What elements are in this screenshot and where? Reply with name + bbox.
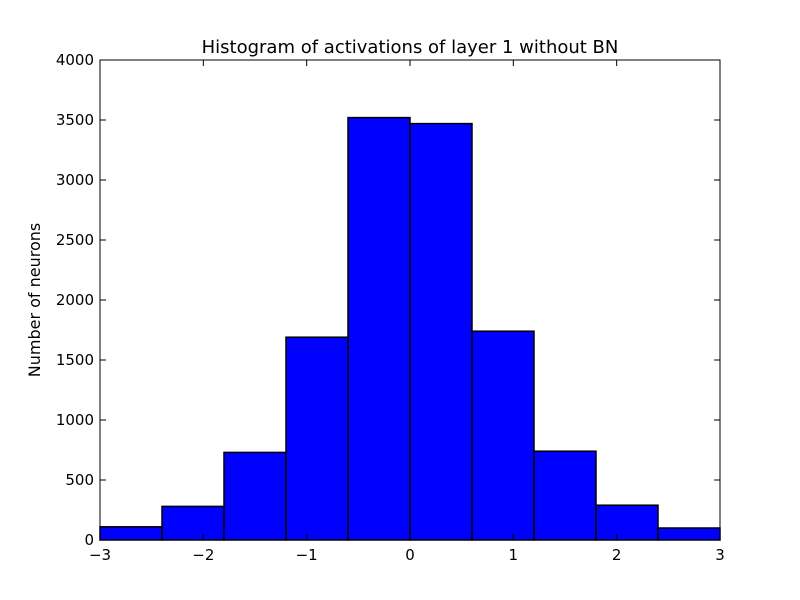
ticks-group: −3 −2 −1 0 1 2 3 0 500 1000 1500 2000 2500 3000 3500 40… — [56, 51, 725, 564]
histogram-bar — [347, 116, 411, 541]
chart-title: Histogram of activations of layer 1 with… — [202, 37, 619, 58]
histogram-bar — [657, 527, 721, 541]
y-tick-label: 1500 — [56, 351, 94, 369]
histogram-bar — [99, 526, 163, 541]
y-tick-label: 1000 — [56, 411, 94, 429]
histogram-bar — [471, 330, 535, 541]
y-tick-label: 2500 — [56, 231, 94, 249]
x-tick-label: 3 — [715, 546, 725, 564]
y-tick-label: 3000 — [56, 171, 94, 189]
x-tick-label: 0 — [405, 546, 415, 564]
histogram-bar — [595, 504, 659, 541]
x-tick-label: 2 — [612, 546, 622, 564]
y-tick-label: 0 — [84, 531, 94, 549]
y-tick-label: 3500 — [56, 111, 94, 129]
plot-area-frame — [99, 59, 721, 541]
y-axis-label: Number of neurons — [25, 223, 44, 377]
bars-group — [99, 116, 721, 541]
x-tick-label: −1 — [296, 546, 318, 564]
y-tick-label: 500 — [65, 471, 94, 489]
x-tick-label: −2 — [192, 546, 214, 564]
x-tick-label: −3 — [89, 546, 111, 564]
histogram-bar — [161, 505, 225, 541]
y-tick-label: 4000 — [56, 51, 94, 69]
y-tick-label: 2000 — [56, 291, 94, 309]
histogram-bar — [533, 450, 597, 541]
histogram-bar — [409, 122, 473, 541]
histogram-bar — [285, 336, 349, 541]
histogram-bar — [223, 451, 287, 541]
x-tick-label: 1 — [509, 546, 519, 564]
